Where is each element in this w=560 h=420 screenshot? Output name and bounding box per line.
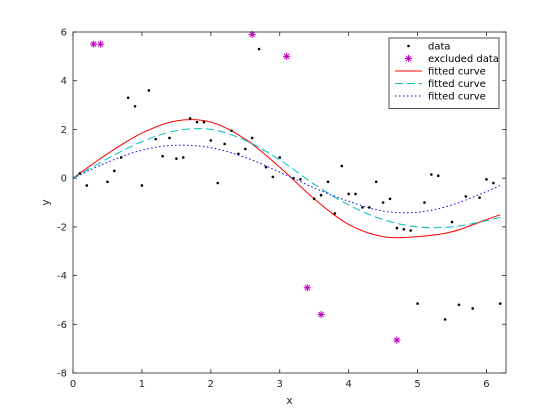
data-point <box>264 165 268 169</box>
data-point <box>230 129 233 132</box>
data-point <box>423 201 426 204</box>
y-tick-label: 4 <box>61 76 67 87</box>
data-point <box>381 201 385 204</box>
data-point <box>450 220 454 224</box>
data-point <box>471 307 475 310</box>
data-point <box>168 136 171 140</box>
data-point <box>319 193 323 197</box>
data-point <box>250 136 254 140</box>
x-tick-label: 4 <box>345 379 351 390</box>
excluded-data-point <box>303 284 311 292</box>
x-tick-label: 1 <box>139 379 145 390</box>
data-point <box>464 195 468 198</box>
data-point <box>271 175 275 179</box>
data-point <box>416 302 419 305</box>
y-axis-label: y <box>39 199 52 206</box>
data-point <box>347 192 350 196</box>
data-point <box>374 180 378 184</box>
data-point <box>333 212 337 215</box>
legend-entry-label: fitted curve <box>428 92 486 103</box>
x-tick-label: 5 <box>414 379 420 390</box>
y-tick-label: -4 <box>57 271 67 282</box>
data-point <box>361 206 364 209</box>
legend-dot-swatch <box>407 44 410 48</box>
data-point <box>402 227 406 231</box>
x-axis-label: x <box>286 394 293 407</box>
data-point <box>340 164 344 168</box>
legend-entry-label: fitted curve <box>428 79 486 90</box>
series-layer <box>73 30 502 344</box>
data-point <box>85 184 89 187</box>
data-point <box>388 197 392 201</box>
excluded-data-point <box>317 310 325 319</box>
data-point <box>326 180 330 184</box>
axes-box <box>72 31 507 374</box>
data-point <box>443 318 447 321</box>
excluded-data-point <box>248 30 256 39</box>
data-point <box>498 302 502 305</box>
data-point <box>292 176 295 180</box>
data-point <box>202 120 206 124</box>
x-tick-label: 3 <box>277 379 283 390</box>
legend-entry-label: data <box>428 42 451 53</box>
data-point <box>161 154 164 158</box>
legend-box <box>388 37 500 109</box>
data-point <box>147 89 151 92</box>
x-tick-label: 6 <box>483 379 489 390</box>
data-point <box>312 197 316 201</box>
y-tick-label: -2 <box>57 222 67 233</box>
data-point <box>119 156 123 159</box>
data-point <box>195 120 199 124</box>
data-point <box>354 192 357 196</box>
x-tick-label: 2 <box>208 379 214 390</box>
data-point <box>257 47 261 51</box>
data-point <box>113 169 116 173</box>
fitted-curve-dashed-line <box>73 128 501 229</box>
data-point <box>457 303 461 307</box>
data-point <box>181 156 185 159</box>
data-point <box>395 226 399 230</box>
data-point <box>154 137 157 141</box>
fitted-curve-solid-line <box>73 119 501 239</box>
excluded-data-point <box>96 40 105 48</box>
data-point <box>133 104 137 108</box>
excluded-data-point <box>393 336 401 344</box>
data-point <box>478 196 481 199</box>
excluded-data-point <box>90 40 98 48</box>
data-point <box>209 139 213 142</box>
y-tick-label: 0 <box>61 174 67 185</box>
data-point <box>216 181 220 185</box>
excluded-data-point <box>283 52 291 60</box>
data-point <box>278 156 282 159</box>
data-point <box>188 117 192 120</box>
data-point <box>430 173 433 176</box>
data-point <box>126 96 130 100</box>
legend-entry-label: fitted curve <box>428 67 486 78</box>
y-tick-label: 6 <box>61 28 67 39</box>
data-point <box>299 178 302 181</box>
data-point <box>237 152 240 156</box>
legend-entry-label: excluded data <box>428 54 499 65</box>
x-tick-label: 0 <box>70 379 76 390</box>
data-point <box>485 178 488 181</box>
data-point <box>492 181 495 185</box>
data-point <box>243 147 247 151</box>
data-point <box>409 229 412 232</box>
fitted-curve-dotted-line <box>73 144 501 214</box>
data-point <box>368 206 371 209</box>
data-point <box>436 174 440 178</box>
data-point <box>175 157 178 160</box>
data-point <box>140 184 144 187</box>
data-point <box>223 142 226 146</box>
data-point <box>106 180 109 184</box>
y-tick-label: -6 <box>57 320 67 331</box>
data-point <box>78 171 82 175</box>
ticks-layer: 0 1 2 3 4 5 6 -8 -6 -4 -2 0 2 4 6 <box>57 28 506 390</box>
y-tick-label: -8 <box>57 369 67 380</box>
y-tick-label: 2 <box>61 125 67 136</box>
legend-asterisk-swatch <box>404 54 413 63</box>
